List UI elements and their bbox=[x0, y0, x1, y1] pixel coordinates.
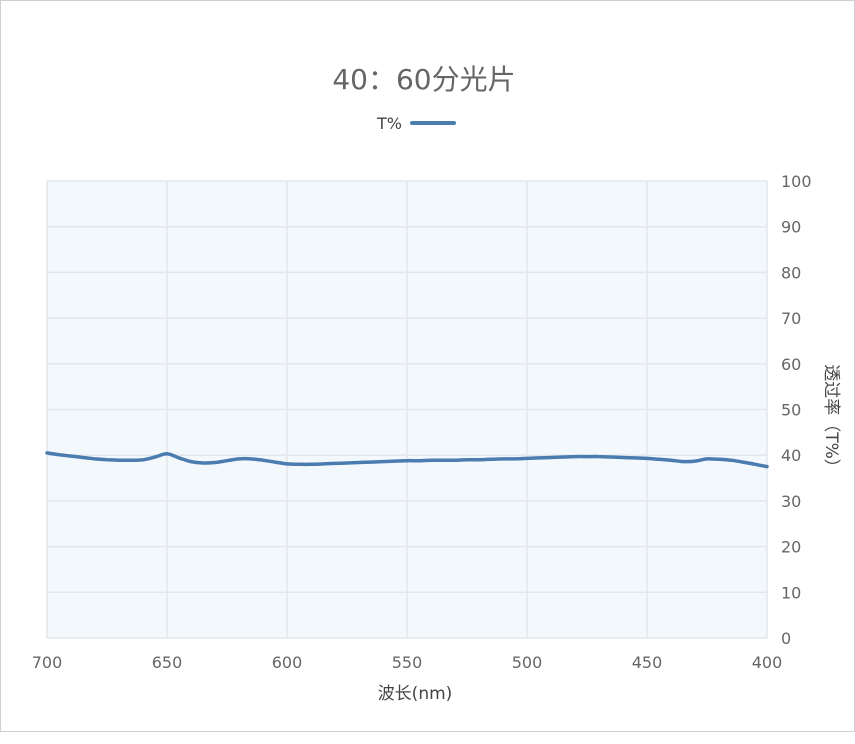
legend-label: T% bbox=[376, 114, 402, 133]
x-tick-label: 600 bbox=[272, 653, 303, 672]
y-tick-label: 70 bbox=[781, 309, 801, 328]
chart-title: 40：60分光片 bbox=[332, 63, 515, 96]
x-tick-label: 700 bbox=[32, 653, 63, 672]
y-tick-label: 60 bbox=[781, 355, 801, 374]
x-axis-tick-labels: 400 450 500 550 600 650 700 bbox=[32, 653, 783, 672]
legend[interactable]: T% bbox=[376, 114, 456, 133]
y-tick-label: 0 bbox=[781, 629, 791, 648]
y-tick-label: 40 bbox=[781, 446, 801, 465]
y-axis-tick-labels: 0 10 20 30 40 50 60 70 80 90 100 bbox=[781, 172, 812, 648]
y-tick-label: 10 bbox=[781, 583, 801, 602]
y-tick-label: 100 bbox=[781, 172, 812, 191]
x-tick-label: 650 bbox=[152, 653, 183, 672]
x-tick-label: 500 bbox=[512, 653, 543, 672]
x-tick-label: 450 bbox=[632, 653, 663, 672]
y-tick-label: 50 bbox=[781, 401, 801, 420]
y-tick-label: 30 bbox=[781, 492, 801, 511]
y-tick-label: 90 bbox=[781, 218, 801, 237]
x-tick-label: 550 bbox=[392, 653, 423, 672]
series-line-transmittance bbox=[45, 451, 769, 469]
x-tick-label: 400 bbox=[752, 653, 783, 672]
y-tick-label: 20 bbox=[781, 538, 801, 557]
y-axis-label: 透过率（T%） bbox=[821, 364, 841, 476]
x-axis-label: 波长(nm) bbox=[378, 684, 453, 704]
y-gridlines bbox=[47, 180, 767, 639]
y-tick-label: 80 bbox=[781, 263, 801, 282]
